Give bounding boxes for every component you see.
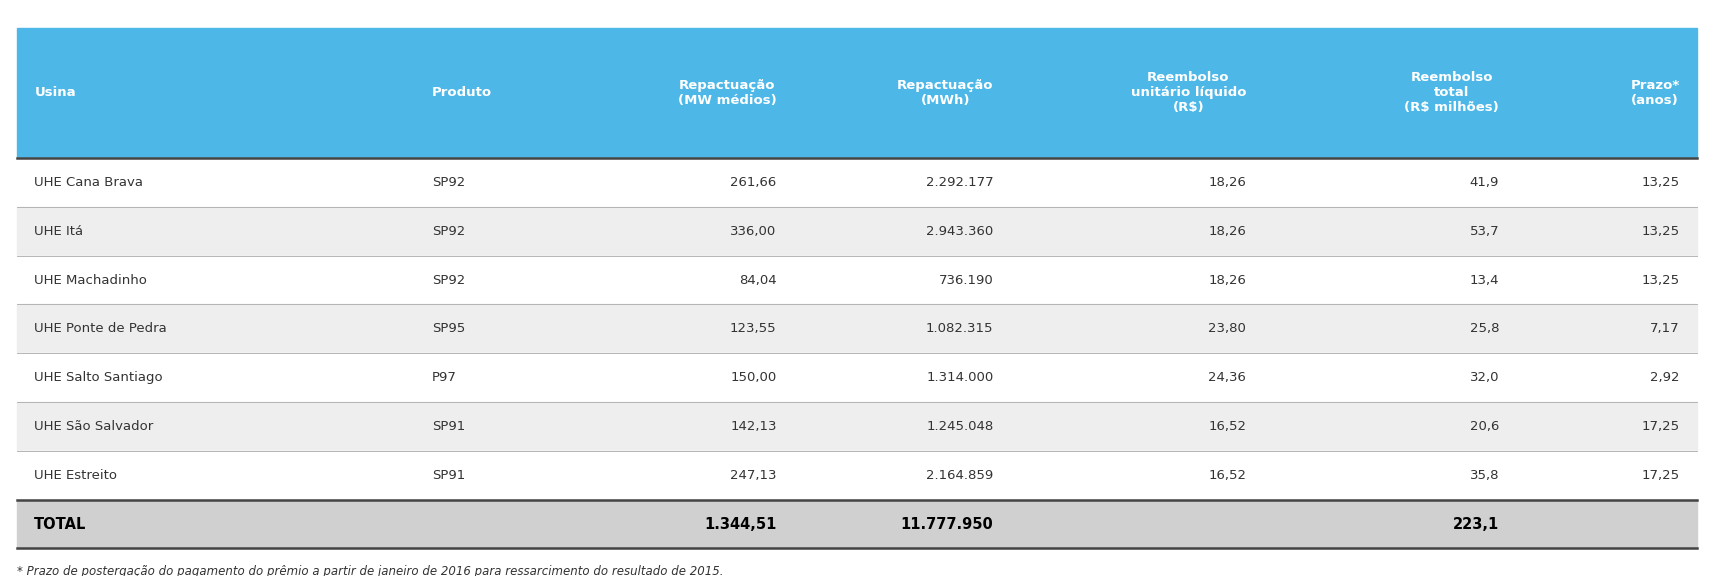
Text: SP92: SP92: [432, 274, 464, 286]
Text: Repactuação
(MW médios): Repactuação (MW médios): [679, 79, 776, 107]
Text: 736.190: 736.190: [939, 274, 994, 286]
Bar: [17, 402, 1697, 451]
Text: Produto: Produto: [432, 86, 492, 100]
Bar: [17, 256, 1697, 305]
Text: 32,0: 32,0: [1469, 371, 1500, 384]
Text: Usina: Usina: [34, 86, 75, 100]
Text: 123,55: 123,55: [730, 323, 776, 335]
Text: 13,25: 13,25: [1642, 274, 1680, 286]
Text: SP92: SP92: [432, 225, 464, 238]
Text: 1.245.048: 1.245.048: [926, 420, 994, 433]
Text: 24,36: 24,36: [1208, 371, 1246, 384]
Text: 1.344,51: 1.344,51: [704, 517, 776, 532]
Text: 13,4: 13,4: [1469, 274, 1500, 286]
Text: 2.943.360: 2.943.360: [926, 225, 994, 238]
Text: Reembolso
unitário líquido
(R$): Reembolso unitário líquido (R$): [1131, 71, 1246, 115]
Text: 41,9: 41,9: [1469, 176, 1500, 189]
Text: 142,13: 142,13: [730, 420, 776, 433]
Bar: [17, 207, 1697, 256]
Text: 16,52: 16,52: [1208, 469, 1246, 482]
Text: SP95: SP95: [432, 323, 464, 335]
Text: * Prazo de postergação do pagamento do prêmio a partir de janeiro de 2016 para r: * Prazo de postergação do pagamento do p…: [17, 565, 723, 576]
Text: 53,7: 53,7: [1469, 225, 1500, 238]
Text: 18,26: 18,26: [1208, 274, 1246, 286]
Bar: [17, 353, 1697, 402]
Text: Reembolso
total
(R$ milhões): Reembolso total (R$ milhões): [1404, 71, 1500, 115]
Text: 1.314.000: 1.314.000: [926, 371, 994, 384]
Text: P97: P97: [432, 371, 456, 384]
Text: UHE Salto Santiago: UHE Salto Santiago: [34, 371, 163, 384]
Text: 223,1: 223,1: [1453, 517, 1500, 532]
Text: 84,04: 84,04: [739, 274, 776, 286]
Text: UHE São Salvador: UHE São Salvador: [34, 420, 154, 433]
Text: 247,13: 247,13: [730, 469, 776, 482]
Text: 7,17: 7,17: [1651, 323, 1680, 335]
Text: 336,00: 336,00: [730, 225, 776, 238]
Bar: [17, 305, 1697, 353]
Bar: [17, 28, 1697, 158]
Text: 150,00: 150,00: [730, 371, 776, 384]
Text: UHE Itá: UHE Itá: [34, 225, 84, 238]
Text: UHE Ponte de Pedra: UHE Ponte de Pedra: [34, 323, 166, 335]
Text: 17,25: 17,25: [1642, 469, 1680, 482]
Text: UHE Cana Brava: UHE Cana Brava: [34, 176, 144, 189]
Text: 23,80: 23,80: [1208, 323, 1246, 335]
Text: 13,25: 13,25: [1642, 176, 1680, 189]
Text: SP91: SP91: [432, 420, 464, 433]
Text: 20,6: 20,6: [1469, 420, 1500, 433]
Text: 16,52: 16,52: [1208, 420, 1246, 433]
Bar: [17, 499, 1697, 548]
Text: 25,8: 25,8: [1469, 323, 1500, 335]
Text: SP92: SP92: [432, 176, 464, 189]
Text: 2.292.177: 2.292.177: [926, 176, 994, 189]
Text: UHE Estreito: UHE Estreito: [34, 469, 117, 482]
Text: 18,26: 18,26: [1208, 176, 1246, 189]
Text: 2.164.859: 2.164.859: [926, 469, 994, 482]
Bar: [17, 451, 1697, 499]
Text: 11.777.950: 11.777.950: [900, 517, 994, 532]
Text: 18,26: 18,26: [1208, 225, 1246, 238]
Text: 2,92: 2,92: [1651, 371, 1680, 384]
Text: UHE Machadinho: UHE Machadinho: [34, 274, 147, 286]
Text: SP91: SP91: [432, 469, 464, 482]
Text: Repactuação
(MWh): Repactuação (MWh): [896, 79, 994, 107]
Text: 35,8: 35,8: [1469, 469, 1500, 482]
Text: TOTAL: TOTAL: [34, 517, 87, 532]
Text: Prazo*
(anos): Prazo* (anos): [1630, 79, 1680, 107]
Bar: [17, 158, 1697, 207]
Text: 13,25: 13,25: [1642, 225, 1680, 238]
Text: 1.082.315: 1.082.315: [926, 323, 994, 335]
Text: 261,66: 261,66: [730, 176, 776, 189]
Text: 17,25: 17,25: [1642, 420, 1680, 433]
